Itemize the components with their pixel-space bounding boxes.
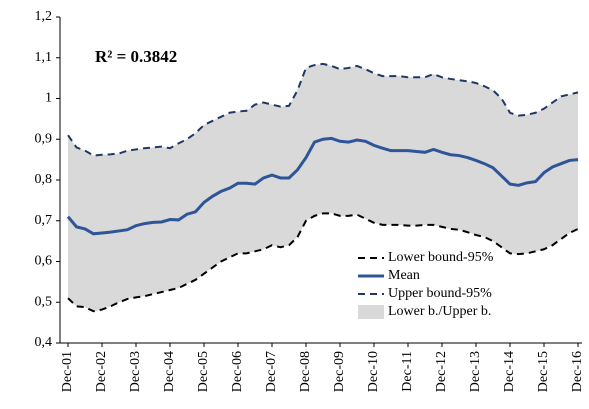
x-tick-label: Dec-08: [298, 351, 313, 392]
series-line: [67, 212, 579, 313]
y-tick-label: 0,7: [35, 213, 53, 228]
band-layer: [68, 63, 578, 312]
y-tick-label: 1,2: [35, 9, 53, 24]
legend-label: Mean: [388, 268, 420, 283]
y-tick-label: 0,9: [35, 131, 53, 146]
x-tick-label: Dec-07: [264, 351, 279, 392]
x-tick-label: Dec-10: [366, 351, 381, 392]
x-tick-label: Dec-01: [60, 351, 75, 392]
x-tick-label: Dec-04: [162, 351, 177, 392]
series-line: [66, 136, 579, 236]
legend-label: Lower bound-95%: [388, 250, 494, 265]
y-tick-label: 0,4: [35, 335, 53, 350]
x-tick-label: Dec-14: [502, 351, 517, 392]
legend-label: Upper bound-95%: [388, 286, 492, 301]
x-tick-label: Dec-15: [536, 351, 551, 392]
x-tick-label: Dec-12: [434, 351, 449, 392]
x-tick-label: Dec-02: [94, 351, 109, 392]
series-line: [67, 62, 579, 157]
y-tick-label: 1,1: [35, 50, 53, 65]
x-tick-label: Dec-09: [332, 351, 347, 392]
x-tick-label: Dec-06: [230, 351, 245, 392]
legend-label: Lower b./Upper b.: [388, 304, 491, 319]
line-layer: [66, 62, 579, 313]
x-tick-label: Dec-03: [128, 351, 143, 392]
y-tick-label: 0,5: [35, 294, 53, 309]
y-tick-label: 0,6: [35, 254, 53, 269]
band-area: [68, 63, 578, 312]
x-tick-label: Dec-05: [196, 351, 211, 392]
annotation: R² = 0.3842: [95, 47, 177, 66]
y-tick-label: 1: [45, 91, 52, 106]
x-tick-label: Dec-13: [468, 351, 483, 392]
x-tick-label: Dec-11: [400, 351, 415, 392]
x-tick-label: Dec-16: [570, 351, 585, 392]
y-tick-label: 0,8: [35, 172, 53, 187]
legend-swatch: [358, 305, 384, 319]
